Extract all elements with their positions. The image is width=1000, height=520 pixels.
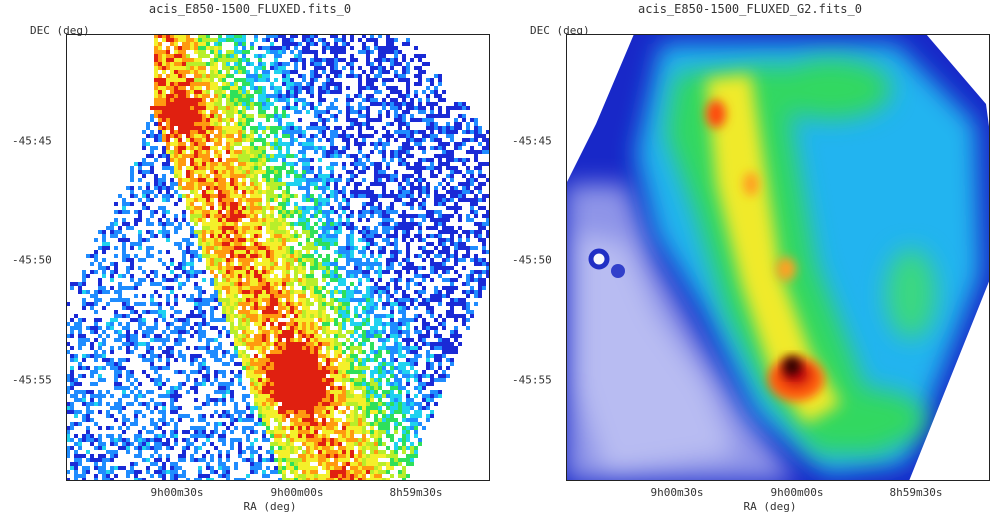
left-panel: acis_E850-1500_FLUXED.fits_0 DEC (deg) -… — [12, 2, 490, 513]
smoothed-flux-image — [566, 34, 990, 481]
x-tick-label: 8h59m30s — [889, 486, 943, 499]
raw-image-plot[interactable] — [66, 34, 490, 481]
y-tick-label: -45:55 — [12, 373, 52, 387]
y-tick-label: -45:45 — [12, 134, 52, 148]
x-tick-label: 8h59m30s — [389, 486, 443, 499]
smoothed-image-plot[interactable] — [566, 34, 990, 481]
right-panel: acis_E850-1500_FLUXED_G2.fits_0 DEC (deg… — [500, 0, 1000, 520]
y-tick-label: -45:55 — [512, 373, 552, 387]
x-tick-label: 9h00m00s — [770, 486, 824, 499]
x-tick-label: 9h00m30s — [150, 486, 204, 499]
y-tick-label: -45:45 — [512, 134, 552, 148]
panel-title: acis_E850-1500_FLUXED_G2.fits_0 — [638, 2, 862, 16]
y-tick-label: -45:50 — [12, 253, 52, 267]
y-tick-label: -45:50 — [512, 253, 552, 267]
x-axis-label: RA (deg) — [743, 500, 797, 513]
y-axis-label: DEC (deg) — [30, 24, 90, 37]
x-tick-label: 9h00m30s — [650, 486, 704, 499]
x-axis-label: RA (deg) — [243, 500, 297, 513]
panel-title: acis_E850-1500_FLUXED.fits_0 — [148, 2, 352, 16]
y-axis-label: DEC (deg) — [530, 24, 590, 37]
x-tick-label: 9h00m00s — [270, 486, 324, 499]
raw-counts-image — [66, 34, 490, 481]
